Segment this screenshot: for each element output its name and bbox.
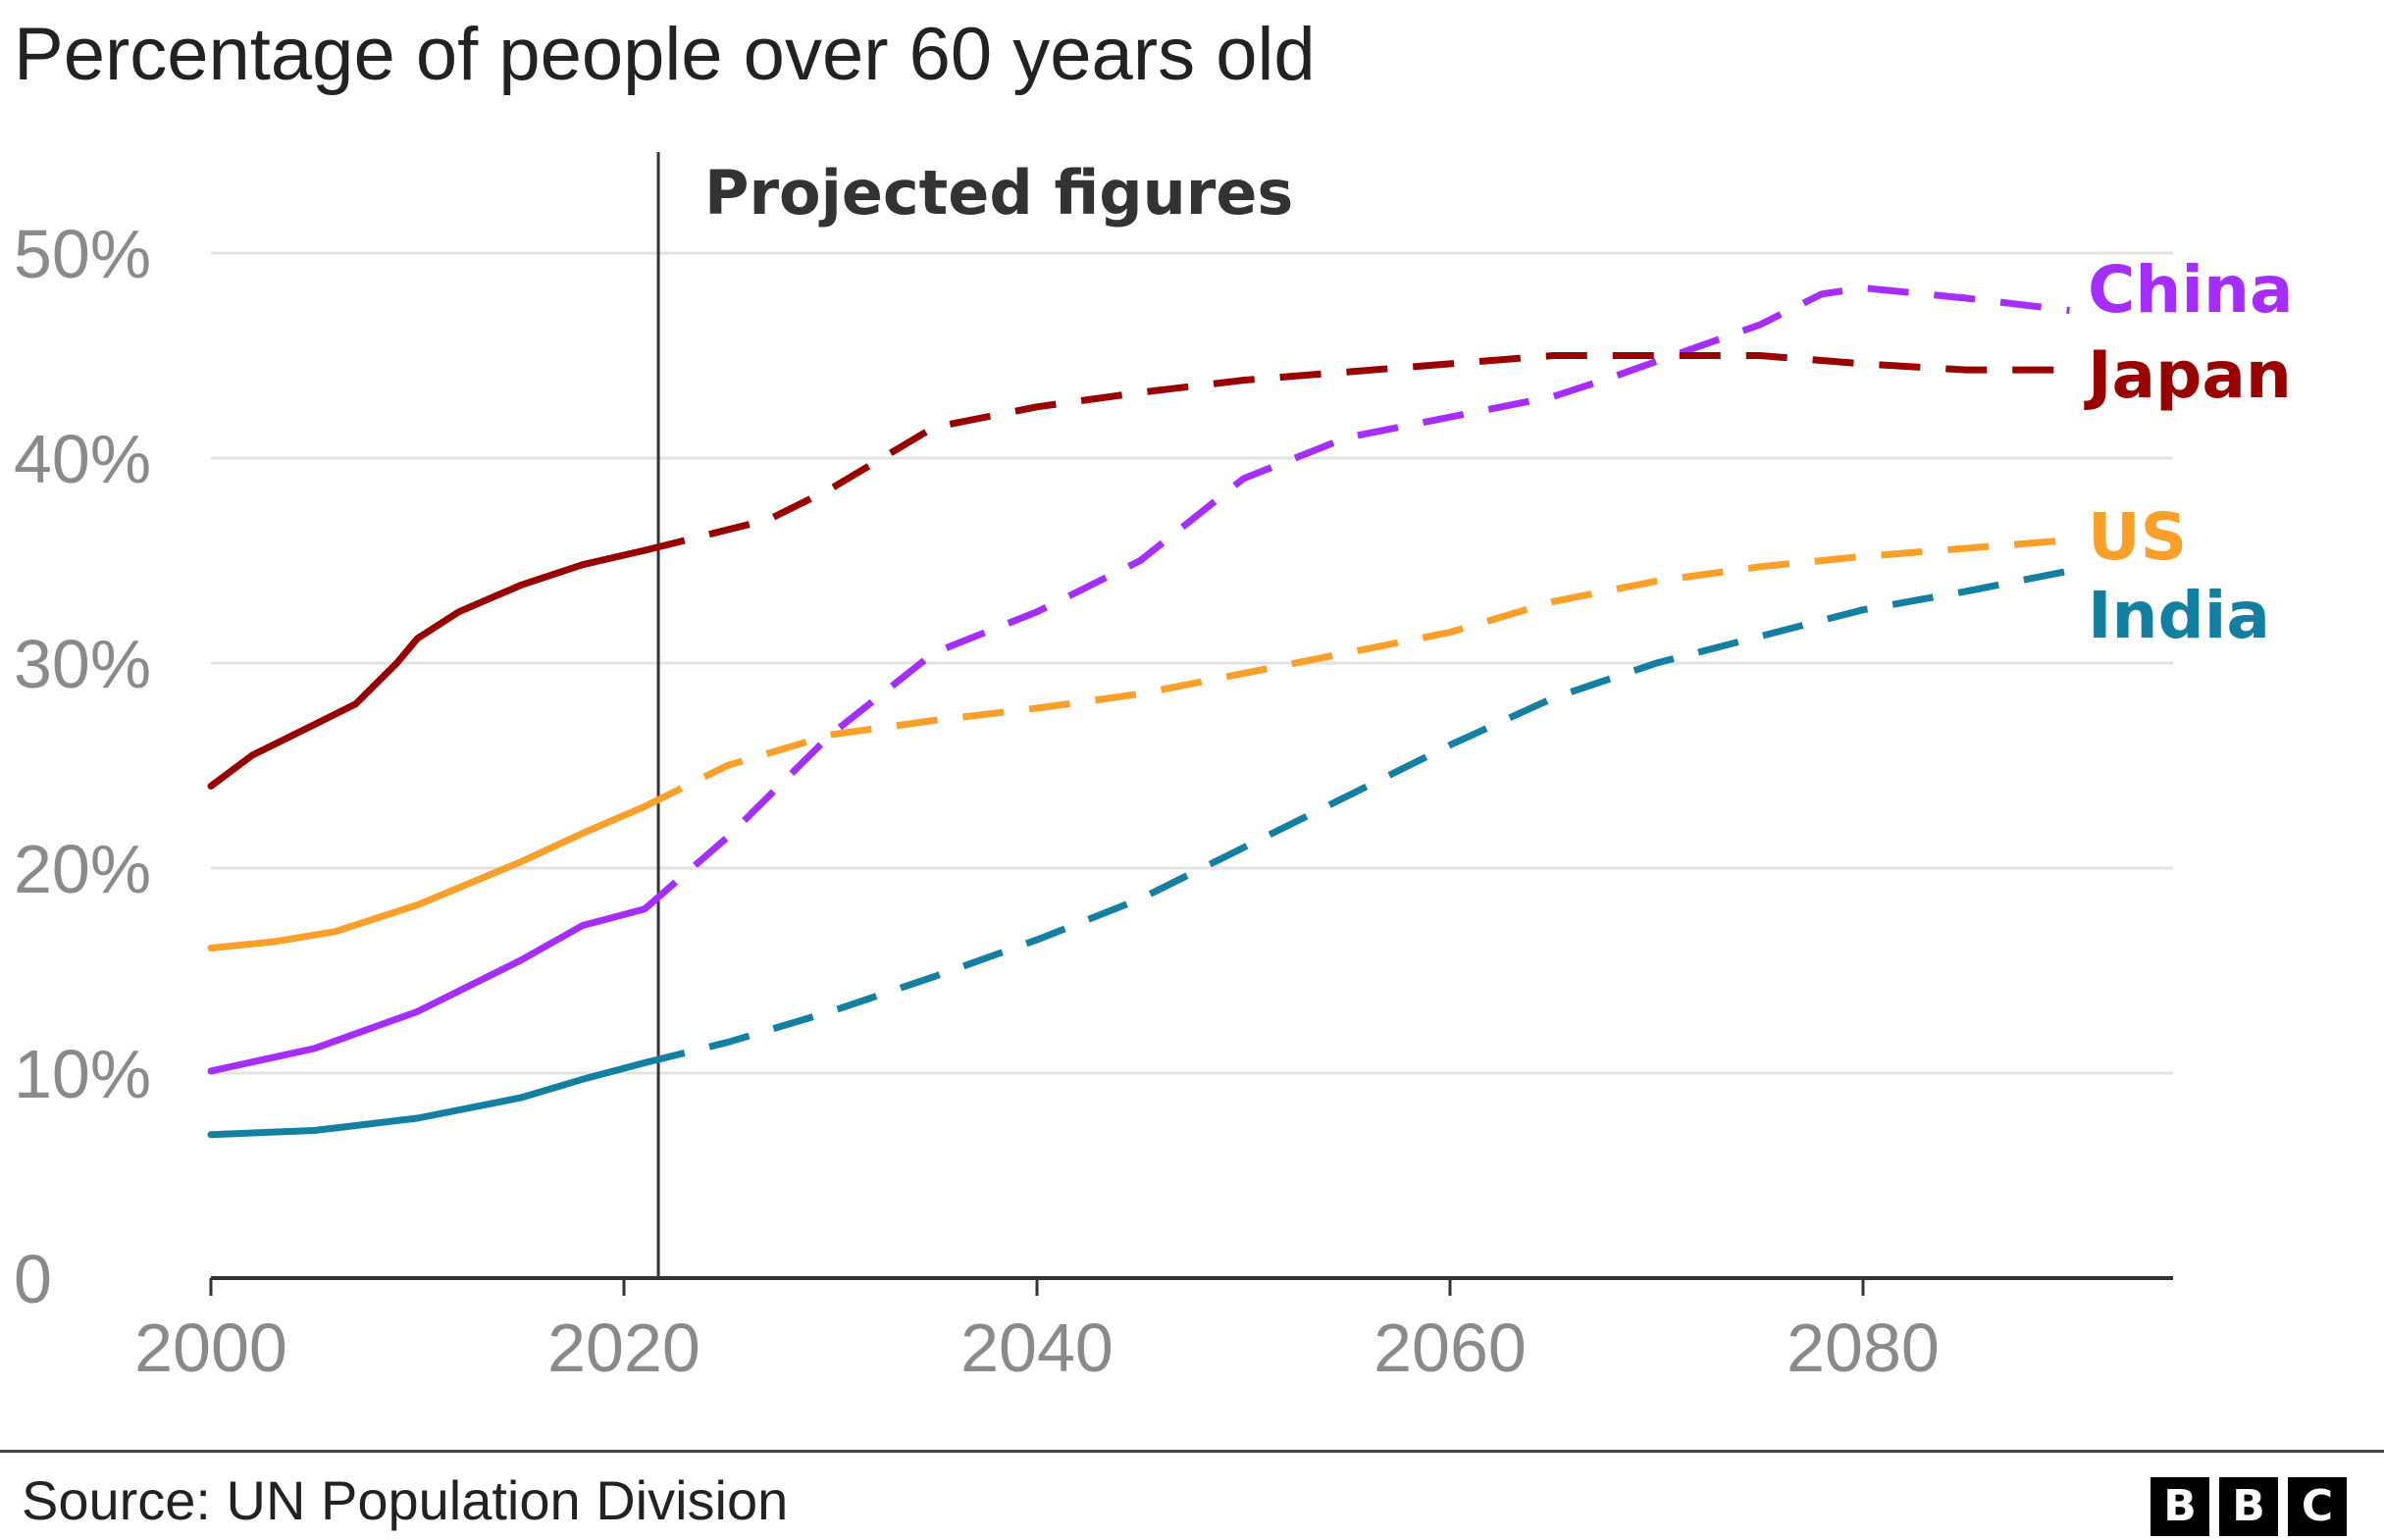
series-line-us-historic	[207, 802, 648, 951]
y-tick-label: 0	[14, 1241, 52, 1317]
x-tick-label: 2080	[1787, 1309, 1940, 1386]
series-line-china-historic	[207, 905, 648, 1075]
y-tick-label: 50%	[14, 216, 151, 292]
source-note: Source: UN Population Division	[22, 1469, 789, 1531]
projected-figures-annotation: Projected figures	[704, 157, 1293, 229]
series-line-us-projected	[643, 537, 2070, 810]
y-tick-label: 30%	[14, 626, 151, 702]
series-label-india: India	[2088, 578, 2270, 653]
series-line-india-historic	[207, 1059, 648, 1139]
footer-divider	[0, 1450, 2384, 1453]
x-tick-label: 2000	[134, 1309, 287, 1386]
series-line-china-projected	[642, 284, 2070, 912]
x-tick-label: 2060	[1373, 1309, 1527, 1386]
y-tick-label: 20%	[14, 831, 151, 907]
bbc-logo: B B C	[2151, 1477, 2347, 1536]
line-chart: 0 10% 20% 30% 40% 50% 2000 2020 2040 2060 2080 Chi…	[14, 152, 2294, 1386]
logo-letter-b1: B	[2151, 1477, 2209, 1536]
axes: 0 10% 20% 30% 40% 50% 2000 2020 2040 2060 2080	[14, 152, 2173, 1386]
series-label-us: US	[2088, 499, 2187, 575]
y-tick-label: 40%	[14, 421, 151, 497]
grid-lines	[211, 251, 2173, 1075]
logo-letter-c: C	[2288, 1477, 2347, 1536]
series-line-japan-projected	[644, 352, 2070, 554]
series-lines	[207, 284, 2071, 1139]
x-tick-label: 2020	[547, 1309, 700, 1386]
logo-letter-b2: B	[2219, 1477, 2278, 1536]
series-label-japan: Japan	[2084, 337, 2292, 413]
series-line-japan-historic	[207, 546, 648, 790]
series-label-china: China	[2088, 252, 2294, 328]
series-line-india-projected	[644, 567, 2071, 1066]
chart-title: Percentage of people over 60 years old	[14, 13, 1316, 96]
y-tick-label: 10%	[14, 1036, 151, 1112]
x-tick-label: 2040	[960, 1309, 1114, 1386]
